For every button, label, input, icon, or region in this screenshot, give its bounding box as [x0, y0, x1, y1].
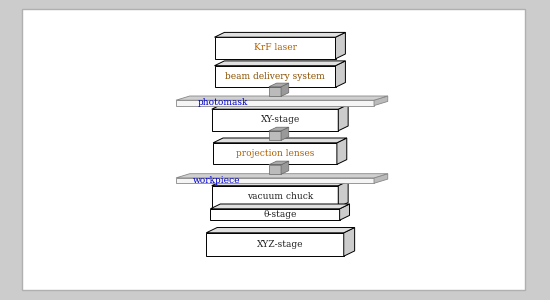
Text: workpiece: workpiece	[192, 176, 240, 185]
Polygon shape	[374, 174, 388, 183]
Polygon shape	[206, 233, 344, 256]
Polygon shape	[338, 104, 348, 131]
Polygon shape	[281, 83, 289, 96]
Polygon shape	[176, 174, 388, 178]
Text: θ-stage: θ-stage	[264, 210, 297, 219]
Polygon shape	[281, 127, 289, 140]
Text: XYZ-stage: XYZ-stage	[257, 240, 304, 249]
Polygon shape	[337, 138, 347, 164]
Polygon shape	[336, 32, 345, 59]
Text: beam delivery system: beam delivery system	[225, 72, 325, 81]
Text: projection lenses: projection lenses	[236, 149, 314, 158]
Polygon shape	[210, 209, 339, 220]
Text: vacuum chuck: vacuum chuck	[248, 192, 314, 201]
Polygon shape	[269, 161, 289, 165]
Polygon shape	[339, 204, 350, 220]
Polygon shape	[269, 165, 281, 174]
Text: XY-stage: XY-stage	[261, 116, 300, 124]
Text: photomask: photomask	[198, 98, 249, 107]
Polygon shape	[212, 186, 338, 207]
Polygon shape	[269, 127, 289, 131]
Polygon shape	[281, 161, 289, 174]
Polygon shape	[212, 109, 338, 131]
Polygon shape	[269, 131, 281, 140]
Polygon shape	[206, 227, 355, 233]
Polygon shape	[338, 181, 348, 207]
Polygon shape	[269, 87, 281, 96]
Polygon shape	[176, 178, 374, 183]
Polygon shape	[344, 227, 355, 256]
Polygon shape	[336, 61, 345, 87]
Polygon shape	[213, 138, 347, 143]
Polygon shape	[214, 61, 345, 66]
Polygon shape	[214, 37, 336, 59]
Polygon shape	[176, 96, 388, 100]
Polygon shape	[212, 104, 348, 109]
Polygon shape	[210, 204, 350, 209]
FancyBboxPatch shape	[22, 9, 525, 290]
Polygon shape	[214, 66, 336, 87]
Polygon shape	[214, 32, 345, 37]
Polygon shape	[213, 143, 337, 164]
Polygon shape	[212, 181, 348, 186]
Polygon shape	[176, 100, 374, 106]
Polygon shape	[269, 83, 289, 87]
Polygon shape	[374, 96, 388, 106]
Text: KrF laser: KrF laser	[254, 44, 296, 52]
